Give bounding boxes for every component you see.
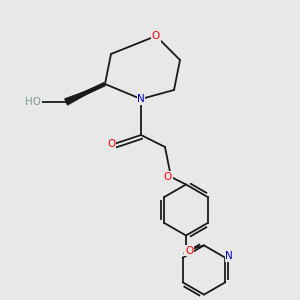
Text: N: N [225, 251, 233, 261]
Text: HO: HO [25, 97, 41, 107]
Text: O: O [164, 172, 172, 182]
Text: O: O [107, 139, 115, 149]
Text: O: O [152, 31, 160, 41]
Text: N: N [137, 94, 145, 104]
Polygon shape [64, 84, 105, 105]
Text: O: O [185, 245, 193, 256]
